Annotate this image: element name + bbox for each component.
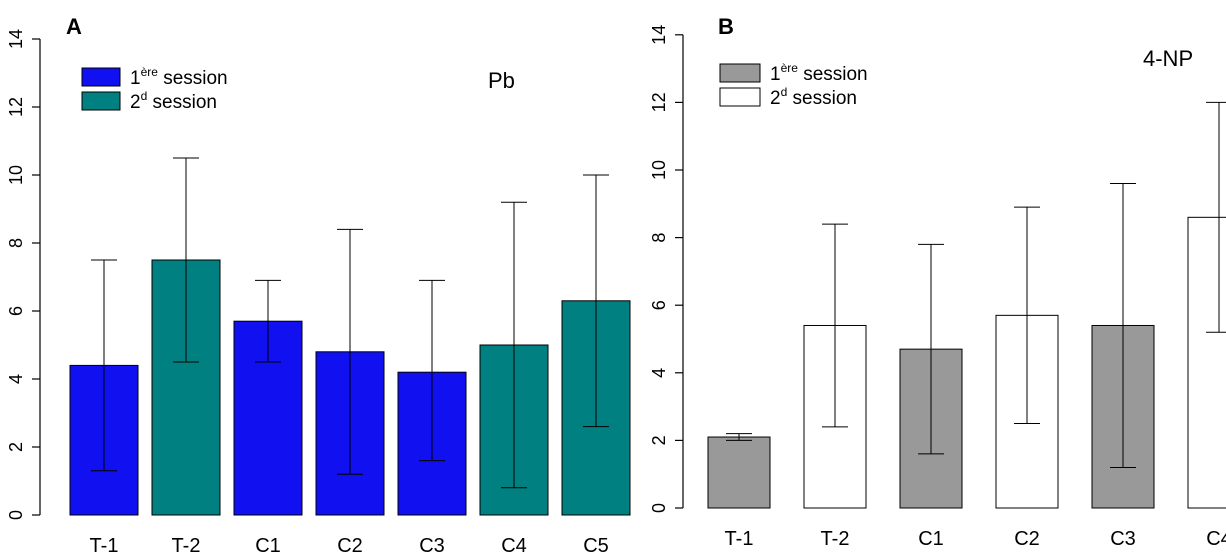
- panel-annotation-a: Pb: [488, 68, 515, 93]
- legend-label-rest: session: [798, 64, 868, 85]
- y-tick-label: 6: [6, 306, 26, 316]
- legend-label-rest: session: [147, 92, 217, 113]
- y-tick-label: 14: [6, 29, 26, 49]
- y-tick-label: 2: [6, 442, 26, 452]
- panel-annotation-b: 4-NP: [1143, 46, 1193, 71]
- y-tick-label: 10: [649, 160, 669, 180]
- legend-label-sup: d: [781, 85, 788, 99]
- legend-label-rest: session: [787, 88, 857, 109]
- x-tick-label: C2: [1014, 528, 1040, 550]
- legend-swatch: [81, 91, 121, 111]
- x-tick-label: C1: [255, 535, 281, 554]
- x-tick-labels-a: T-1 T-2 C1 C2 C3 C4 C5: [90, 535, 609, 554]
- x-tick-label: C4: [501, 535, 527, 554]
- legend-swatch: [81, 67, 121, 87]
- x-tick-label: C1: [918, 528, 944, 550]
- y-axis-a: 0 2 4 6 8 10 12 14: [6, 29, 41, 520]
- y-axis-b: 0 2 4 6 8 10 12 14: [649, 25, 684, 513]
- legend-label-sup: ère: [141, 65, 159, 79]
- bars-b: [707, 101, 1226, 509]
- x-tick-label: T-2: [821, 528, 850, 550]
- legend-label: 2d session: [770, 85, 857, 109]
- y-tick-label: 14: [649, 25, 669, 45]
- y-tick-label: 2: [649, 435, 669, 445]
- x-tick-label: T-2: [172, 535, 201, 554]
- x-tick-labels-b: T-1 T-2 C1 C2 C3 C4: [725, 528, 1226, 550]
- y-tick-label: 4: [649, 368, 669, 378]
- legend-swatch: [719, 87, 761, 107]
- legend-label: 1ère session: [130, 65, 228, 89]
- y-tick-label: 0: [649, 503, 669, 513]
- x-tick-label: C5: [583, 535, 609, 554]
- x-tick-label: T-1: [725, 528, 754, 550]
- y-tick-label: 12: [649, 92, 669, 112]
- bar: [1187, 216, 1226, 509]
- legend-label-base: 1: [130, 68, 141, 89]
- y-tick-label: 12: [6, 97, 26, 117]
- x-tick-label: C2: [337, 535, 363, 554]
- legend-label-sup: d: [141, 89, 148, 103]
- bar: [707, 436, 771, 509]
- x-tick-label: C3: [1110, 528, 1136, 550]
- legend-label-base: 2: [770, 88, 781, 109]
- y-tick-label: 10: [6, 165, 26, 185]
- x-tick-label: C3: [419, 535, 445, 554]
- legend-label: 2d session: [130, 89, 217, 113]
- x-tick-label: T-1: [90, 535, 119, 554]
- legend-label-base: 1: [770, 64, 781, 85]
- panel-letter-b: B: [718, 14, 734, 39]
- legend-label: 1ère session: [770, 61, 868, 85]
- legend-label-sup: ère: [781, 61, 799, 75]
- y-tick-label: 8: [6, 238, 26, 248]
- y-tick-label: 4: [6, 374, 26, 384]
- legend-label-base: 2: [130, 92, 141, 113]
- y-tick-label: 6: [649, 300, 669, 310]
- y-tick-label: 8: [649, 233, 669, 243]
- bars-a: [69, 157, 631, 516]
- legend-swatch: [719, 63, 761, 83]
- x-tick-label: C4: [1206, 528, 1226, 550]
- panel-letter-a: A: [66, 14, 82, 39]
- y-tick-label: 0: [6, 510, 26, 520]
- legend-label-rest: session: [158, 68, 228, 89]
